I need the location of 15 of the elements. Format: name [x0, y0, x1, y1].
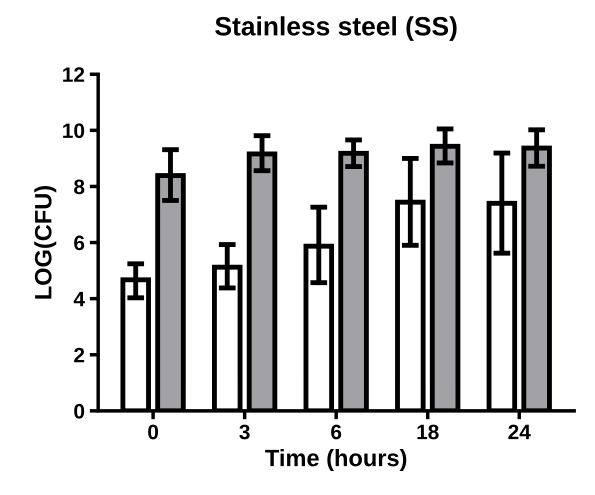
y-tick-label: 8	[74, 179, 84, 194]
y-tick-label: 12	[63, 67, 84, 82]
y-tick-label: 4	[74, 292, 85, 306]
x-tick-label: 6	[331, 424, 342, 440]
x-axis-title: Time (hours)	[265, 449, 406, 472]
x-tick-label: 24	[508, 424, 531, 440]
y-tick-label: 10	[63, 123, 84, 138]
y-tick-label: 6	[74, 236, 84, 250]
y-tick-label: 0	[74, 404, 84, 419]
y-axis-title: LOG(CFU)	[34, 186, 56, 299]
chart-title: Stainless steel (SS)	[215, 16, 457, 41]
x-tick-label: 18	[417, 424, 439, 440]
y-tick-label: 2	[74, 348, 84, 362]
x-tick-label: 3	[239, 424, 250, 440]
x-tick-label: 0	[148, 424, 158, 440]
